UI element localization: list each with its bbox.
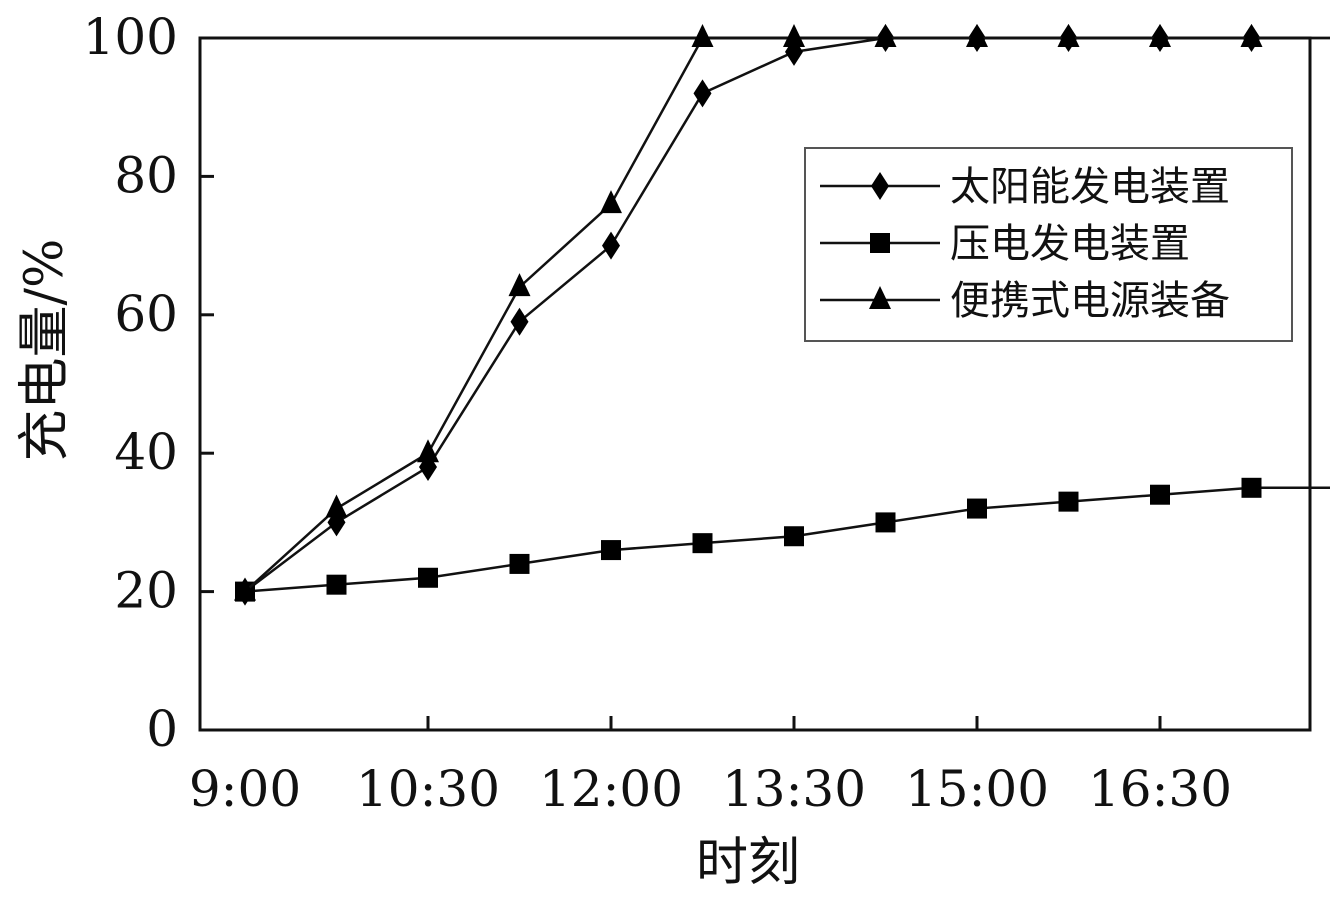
data-point-triangle [691,24,714,47]
data-point-square [509,553,530,574]
y-tick-label: 40 [114,423,178,481]
y-tick-label: 80 [114,146,178,204]
data-point-square [1150,484,1170,505]
data-point-triangle [417,439,439,463]
legend-entry: 太阳能发电装置 [820,164,1230,210]
data-point-triangle [1240,24,1263,47]
data-point-square [601,540,621,561]
data-point-square [418,567,438,588]
data-point-square [692,533,713,554]
y-tick-label: 60 [114,285,178,343]
data-point-square [326,574,347,595]
legend-marker-diamond [871,172,889,200]
y-axis: 0 20 40 60 80 100 [83,8,214,758]
data-point-diamond [602,231,620,260]
data-point-square [1058,491,1079,512]
data-point-triangle [234,577,256,601]
plot-area [198,36,1312,732]
data-point-triangle [783,24,805,47]
x-tick-label: 12:00 [539,760,683,818]
series-square [235,477,1330,602]
legend-entry: 压电发电装置 [820,221,1190,267]
x-tick-label: 13:30 [722,760,866,818]
data-point-square [967,498,987,519]
x-tick-label: 10:30 [356,760,500,818]
data-point-triangle [966,24,988,47]
legend-marker-square [870,233,890,253]
x-axis: 9:00 10:30 12:00 13:30 15:00 16:30 [189,716,1232,818]
y-tick-label: 20 [114,562,178,620]
legend-entry: 便携式电源装备 [820,278,1230,324]
data-point-diamond [510,307,529,336]
y-tick-label: 100 [83,8,178,66]
data-point-triangle [600,190,622,214]
y-axis-title: 充电量/% [15,239,75,462]
data-point-square [1241,477,1262,498]
data-point-diamond [693,79,712,108]
series-triangle [234,24,1330,601]
x-tick-label: 16:30 [1088,760,1232,818]
data-point-triangle [325,494,348,518]
data-point-triangle [1057,24,1080,47]
data-point-triangle [1149,24,1171,47]
y-tick-label: 0 [146,700,178,758]
legend-marker-triangle [869,286,891,309]
x-tick-label: 9:00 [189,760,301,818]
legend-label: 便携式电源装备 [950,278,1230,324]
data-point-square [784,526,804,547]
legend-label: 太阳能发电装置 [950,164,1230,210]
data-point-square [875,512,896,533]
x-axis-title: 时刻 [696,833,800,893]
legend-label: 压电发电装置 [950,221,1190,267]
x-tick-label: 15:00 [905,760,1049,818]
series-layer [234,24,1330,606]
data-point-triangle [508,273,531,297]
data-point-triangle [874,24,897,47]
